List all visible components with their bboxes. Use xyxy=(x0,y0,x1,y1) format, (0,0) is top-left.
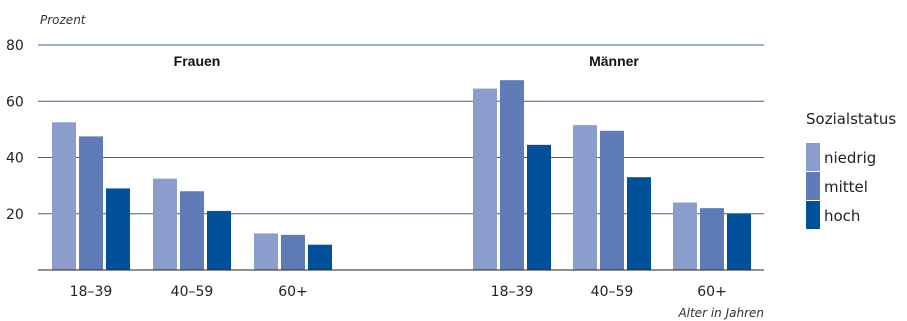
x-tick-label: 60+ xyxy=(697,284,727,300)
bar-hoch xyxy=(627,177,651,270)
x-tick-label: 40–59 xyxy=(171,284,214,300)
y-tick-label: 40 xyxy=(6,151,24,167)
legend-title: Sozialstatus xyxy=(806,110,896,128)
x-tick-label: 60+ xyxy=(278,284,308,300)
x-axis-label: Alter in Jahren xyxy=(677,306,764,320)
x-tick-label: 18–39 xyxy=(70,284,113,300)
x-tick-labels: 18–39 40–59 60+ 18–39 40–59 60+ xyxy=(70,284,727,300)
bar-niedrig xyxy=(473,88,497,270)
bar-mittel xyxy=(500,80,524,270)
bar-hoch xyxy=(308,244,332,270)
legend-swatch-hoch xyxy=(806,201,820,229)
bar-mittel xyxy=(700,208,724,270)
bar-hoch xyxy=(106,188,130,270)
bar-hoch xyxy=(727,213,751,270)
bar-niedrig xyxy=(573,125,597,270)
gridlines xyxy=(38,44,764,215)
y-axis-label: Prozent xyxy=(40,13,87,27)
x-tick-label: 40–59 xyxy=(591,284,634,300)
group-titles: Frauen Männer xyxy=(174,53,640,69)
y-tick-label: 60 xyxy=(6,94,24,110)
legend-label: niedrig xyxy=(824,149,876,167)
bar-niedrig xyxy=(254,233,278,270)
bar-mittel xyxy=(180,191,204,270)
bar-niedrig xyxy=(153,178,177,270)
bar-hoch xyxy=(207,210,231,270)
bar-hoch xyxy=(527,144,551,270)
bar-mittel xyxy=(281,234,305,270)
group-title: Männer xyxy=(589,53,639,69)
legend-swatch-mittel xyxy=(806,172,820,200)
y-tick-labels: 20 40 60 80 xyxy=(6,38,24,223)
group-title: Frauen xyxy=(174,53,221,69)
bars xyxy=(52,80,751,270)
legend-label: hoch xyxy=(824,207,860,225)
y-tick-label: 80 xyxy=(6,38,24,54)
legend-label: mittel xyxy=(824,178,868,196)
bar-niedrig xyxy=(52,122,76,270)
legend: Sozialstatus niedrig mittel hoch xyxy=(806,110,896,229)
bar-niedrig xyxy=(673,202,697,270)
x-tick-label: 18–39 xyxy=(491,284,534,300)
legend-swatch-niedrig xyxy=(806,143,820,171)
bar-mittel xyxy=(79,136,103,270)
bar-mittel xyxy=(600,130,624,270)
y-tick-label: 20 xyxy=(6,207,24,223)
